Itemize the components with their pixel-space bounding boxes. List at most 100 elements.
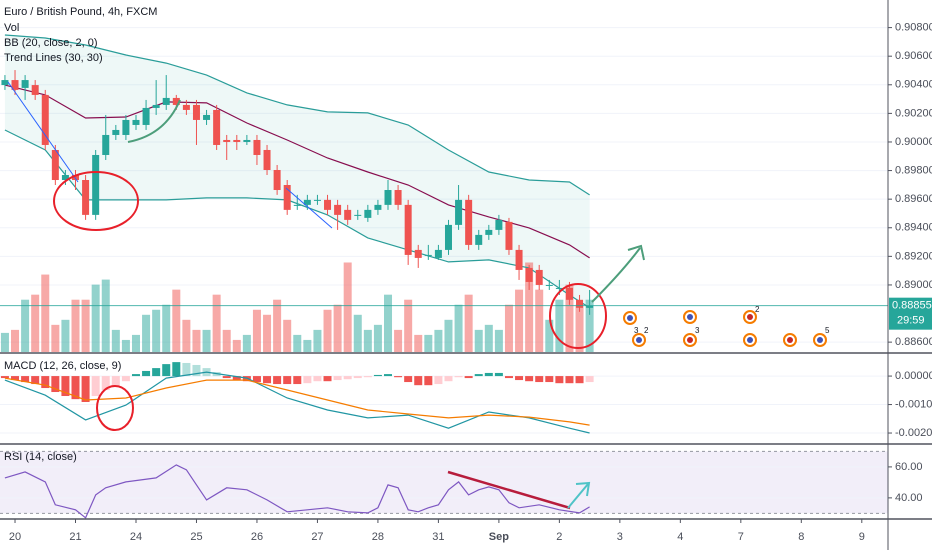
y-tick-label: 0.89600 bbox=[895, 193, 932, 205]
volume-bar bbox=[182, 319, 191, 352]
volume-bar bbox=[172, 289, 181, 352]
volume-bar bbox=[343, 262, 352, 352]
indicator-line bbox=[4, 464, 590, 519]
volume-bar bbox=[484, 324, 493, 352]
candle-body bbox=[122, 119, 130, 135]
y-tick-label: 0.90400 bbox=[895, 79, 932, 91]
candle-body bbox=[253, 139, 261, 155]
volume-bar bbox=[101, 279, 110, 352]
histogram-bar bbox=[101, 376, 110, 391]
band-fill bbox=[4, 35, 590, 308]
candle-body bbox=[576, 299, 584, 308]
histogram-bar bbox=[11, 376, 20, 381]
candle-body bbox=[455, 199, 463, 225]
volume-bar bbox=[263, 314, 272, 352]
event-icon-dot bbox=[687, 337, 693, 343]
event-badge: 3 bbox=[695, 326, 700, 335]
histogram-bar bbox=[252, 376, 261, 383]
volume-bar bbox=[192, 329, 201, 352]
y-tick-label: 0.89400 bbox=[895, 222, 932, 234]
histogram-bar bbox=[404, 376, 413, 383]
histogram-bar bbox=[424, 376, 433, 386]
volume-bar bbox=[232, 339, 241, 352]
event-icon-dot bbox=[627, 315, 633, 321]
histogram-bar bbox=[545, 376, 554, 383]
arrow-head bbox=[627, 244, 645, 261]
histogram-bar bbox=[515, 376, 524, 381]
candle-body bbox=[485, 229, 493, 235]
histogram-bar bbox=[31, 376, 40, 385]
histogram-bar bbox=[313, 376, 322, 382]
y-tick-label: 0.89800 bbox=[895, 164, 932, 176]
event-icon-dot bbox=[636, 337, 642, 343]
x-tick-label: 2 bbox=[556, 531, 562, 543]
volume-bar bbox=[444, 319, 453, 352]
candle-body bbox=[424, 254, 432, 256]
volume-bar bbox=[575, 304, 584, 352]
y-tick-label: 60.00 bbox=[895, 461, 923, 473]
histogram-bar bbox=[474, 374, 483, 377]
candle-body bbox=[444, 224, 452, 250]
indicator-label: Trend Lines (30, 30) bbox=[4, 52, 103, 64]
histogram-bar bbox=[81, 376, 90, 402]
histogram-bar bbox=[0, 376, 9, 379]
volume-bar bbox=[71, 299, 80, 352]
x-tick-label: 28 bbox=[372, 531, 384, 543]
volume-bar bbox=[565, 284, 574, 352]
candle-body bbox=[334, 204, 342, 215]
volume-bar bbox=[91, 284, 100, 352]
volume-bar bbox=[212, 294, 221, 352]
histogram-bar bbox=[394, 376, 403, 378]
histogram-bar bbox=[222, 376, 231, 379]
histogram-bar bbox=[464, 376, 473, 379]
last-price-label: 0.88855 bbox=[892, 300, 932, 312]
candle-body bbox=[132, 119, 140, 125]
drawing-arrow bbox=[567, 483, 589, 509]
histogram-bar bbox=[494, 372, 503, 377]
candle-body bbox=[92, 154, 100, 215]
volume-bar bbox=[142, 314, 151, 352]
candle-body bbox=[162, 97, 170, 105]
volume-bar bbox=[242, 334, 251, 352]
candle-body bbox=[535, 269, 543, 285]
candle-body bbox=[303, 199, 311, 205]
candle-body bbox=[364, 209, 372, 218]
volume-bar bbox=[414, 334, 423, 352]
candle-body bbox=[182, 104, 190, 110]
y-tick-label: 0.89200 bbox=[895, 250, 932, 262]
candle-body bbox=[273, 169, 281, 191]
countdown: 29:59 bbox=[897, 315, 925, 327]
volume-bar bbox=[555, 299, 564, 352]
x-tick-label: Sep bbox=[489, 531, 509, 543]
histogram-bar bbox=[172, 362, 181, 377]
x-tick-label: 20 bbox=[9, 531, 21, 543]
arrow-head bbox=[575, 481, 591, 497]
candle-body bbox=[505, 221, 513, 250]
histogram-bar bbox=[525, 376, 534, 382]
histogram-bar bbox=[61, 376, 70, 397]
candle-body bbox=[414, 249, 422, 258]
event-badge: 3 bbox=[634, 326, 639, 335]
candle-body bbox=[324, 199, 332, 210]
histogram-bar bbox=[162, 364, 171, 377]
band-fill bbox=[0, 451, 888, 514]
volume-bar bbox=[303, 339, 312, 352]
volume-bar bbox=[273, 299, 282, 352]
volume-bar bbox=[152, 309, 161, 352]
y-tick-label: 0.89000 bbox=[895, 279, 932, 291]
volume-bar bbox=[21, 299, 30, 352]
histogram-bar bbox=[263, 376, 272, 384]
histogram-bar bbox=[152, 368, 161, 377]
volume-bar bbox=[585, 299, 594, 352]
volume-bar bbox=[353, 314, 362, 352]
histogram-bar bbox=[232, 376, 241, 381]
candle-body bbox=[525, 267, 533, 282]
x-tick-label: 27 bbox=[311, 531, 323, 543]
histogram-bar bbox=[51, 376, 60, 393]
histogram-bar bbox=[484, 372, 493, 377]
volume-bar bbox=[474, 329, 483, 352]
volume-bar bbox=[363, 329, 372, 352]
volume-bar bbox=[384, 294, 393, 352]
candle-body bbox=[586, 305, 594, 308]
